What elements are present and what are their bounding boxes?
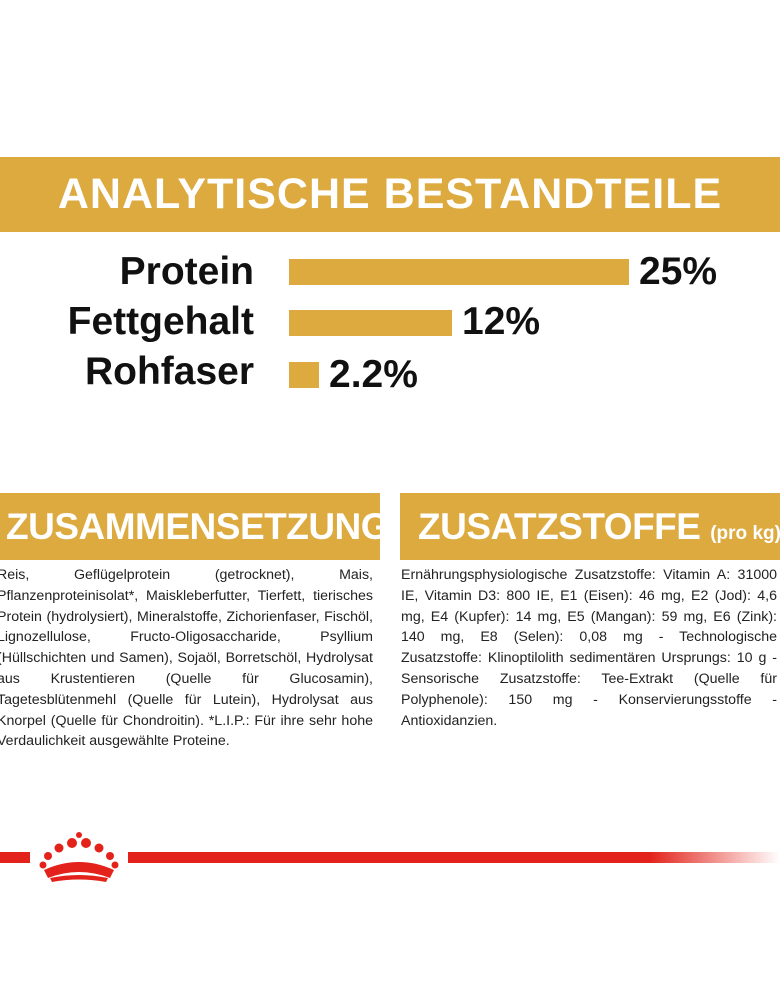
composition-text: Reis, Geflügelprotein (getrocknet), Mais… <box>0 567 373 750</box>
nutrient-bar-fat <box>289 310 452 336</box>
analytical-banner <box>0 157 780 232</box>
analytical-banner-title: ANALYTISCHE BESTANDTEILE <box>57 170 723 218</box>
royal-canin-crown-icon <box>36 832 122 884</box>
nutrient-label-protein: Protein <box>119 250 254 293</box>
additives-text: Ernährungsphysiologische Zusatzstoffe: V… <box>401 567 777 729</box>
nutrient-label-fiber: Rohfaser <box>84 350 254 393</box>
nutrient-label-fat: Fettgehalt <box>67 300 254 343</box>
nutrient-bar-protein <box>289 259 629 285</box>
additives-header <box>400 493 780 560</box>
footer-line-left <box>0 852 30 863</box>
additives-title-wrap: ZUSATZSTOFFE (pro kg) <box>418 493 780 567</box>
nutrient-value-fiber: 2.2% <box>329 353 418 396</box>
composition-title: ZUSAMMENSETZUNG <box>6 506 390 547</box>
additives-title: ZUSATZSTOFFE <box>418 506 701 547</box>
nutrient-value-protein: 25% <box>639 250 718 293</box>
nutrient-value-fat: 12% <box>462 300 541 343</box>
footer-line-right <box>128 852 780 863</box>
nutrient-bar-fiber <box>289 362 319 388</box>
additives-subtitle: (pro kg) <box>710 523 780 544</box>
composition-header <box>0 493 380 560</box>
